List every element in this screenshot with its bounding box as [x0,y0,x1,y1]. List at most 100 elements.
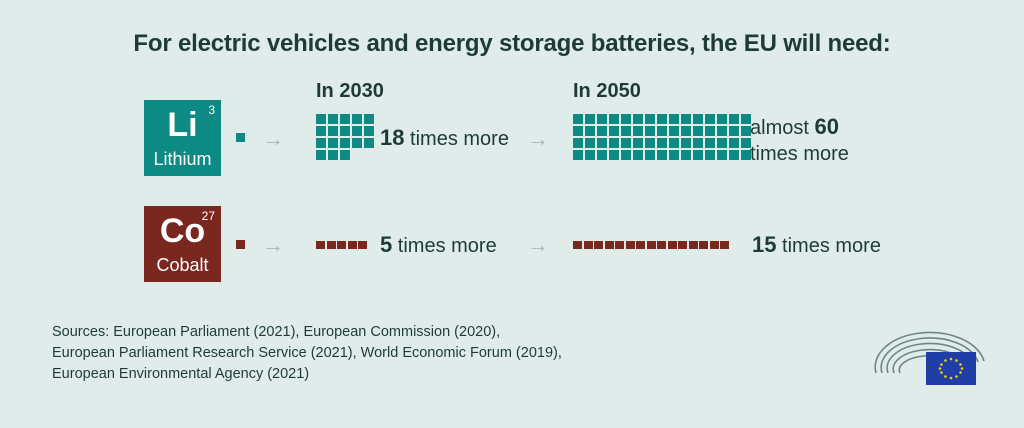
lithium-unit-square [729,126,739,136]
lithium-unit-square [693,114,703,124]
cobalt-unit-square [337,241,346,249]
lithium-unit-square [633,114,643,124]
lithium-2050-prefix: almost [750,117,815,139]
eu-stars-icon [938,357,964,380]
lithium-unit-square [681,138,691,148]
cobalt-unit-square [636,241,645,249]
cobalt-unit-square [709,241,719,249]
european-parliament-logo [874,331,985,385]
arrow-icon: → [527,126,549,151]
cobalt-unit-square [657,241,666,249]
lithium-unit-square [693,126,703,136]
lithium-unit-square [705,114,715,124]
lithium-unit-square [717,114,727,124]
lithium-unit-square [669,114,679,124]
lithium-2030-suffix: times more [404,128,509,150]
lithium-unit-square [621,138,631,148]
lithium-unit-square [693,138,703,148]
lithium-unit-square [657,150,667,160]
cobalt-unit-square [699,241,708,249]
lithium-unit-square [693,150,703,160]
lithium-unit-square [741,114,751,124]
lithium-unit-square [573,114,583,124]
lithium-unit-square [717,150,727,160]
lithium-unit-square [340,114,350,124]
lithium-element-tile: 3 Li Lithium [144,100,221,176]
lithium-unit-square [729,150,739,160]
lithium-unit-square [340,126,350,136]
cobalt-2050-label: 15 times more [752,232,881,258]
cobalt-unit-square [604,241,614,249]
cobalt-2050-suffix: times more [776,235,881,257]
lithium-unit-square [340,150,350,160]
lithium-name: Lithium [153,149,212,169]
lithium-2050-label: almost 60 times more [750,114,849,167]
lithium-unit-square [573,150,583,160]
cobalt-current-unit [236,240,245,249]
lithium-atomic-number: 3 [208,103,215,117]
sources-line: Sources: European Parliament (2021), Eur… [52,324,501,340]
cobalt-atomic-number: 27 [201,209,215,223]
lithium-current-unit [236,133,245,142]
cobalt-2030-label: 5 times more [380,232,497,258]
lithium-unit-square [705,138,715,148]
lithium-unit-square [316,138,326,148]
lithium-unit-square [741,138,751,148]
lithium-unit-square [657,114,667,124]
cobalt-2030-bar [316,241,376,249]
lithium-unit-square [316,150,326,160]
cobalt-unit-square [688,241,698,249]
lithium-unit-square [669,150,679,160]
page-title: For electric vehicles and energy storage… [133,30,891,57]
lithium-unit-square [597,114,607,124]
cobalt-element-tile: 27 Co Cobalt [144,206,221,282]
cobalt-unit-square [667,241,677,249]
cobalt-unit-square [326,241,336,249]
lithium-unit-square [621,114,631,124]
lithium-unit-square [340,138,350,148]
lithium-2030-label: 18 times more [380,125,509,151]
cobalt-unit-square [594,241,603,249]
lithium-unit-square [328,138,338,148]
lithium-unit-square [717,138,727,148]
cobalt-unit-square [625,241,635,249]
lithium-unit-square [316,126,326,136]
arrow-icon: → [262,126,284,151]
lithium-unit-square [645,114,655,124]
cobalt-2030-suffix: times more [392,235,497,257]
lithium-2030-grid [316,114,374,160]
lithium-unit-square [633,126,643,136]
lithium-unit-square [633,138,643,148]
year-2030-heading: In 2030 [316,80,384,102]
lithium-unit-square [741,150,751,160]
lithium-unit-square [573,126,583,136]
lithium-unit-square [328,114,338,124]
arrow-icon: → [527,232,549,257]
cobalt-name: Cobalt [156,255,209,275]
lithium-unit-square [681,126,691,136]
lithium-unit-square [657,126,667,136]
lithium-2050-grid [573,114,751,160]
lithium-2030-multiplier: 18 [380,125,405,150]
lithium-unit-square [645,150,655,160]
sources-line: European Environmental Agency (2021) [52,366,310,382]
cobalt-symbol: Co [159,212,206,250]
lithium-unit-square [633,150,643,160]
lithium-unit-square [364,126,374,136]
lithium-unit-square [585,150,595,160]
lithium-unit-square [316,114,326,124]
cobalt-2050-multiplier: 15 [752,232,777,257]
lithium-unit-square [621,126,631,136]
lithium-unit-square [352,138,362,148]
cobalt-unit-square [358,241,367,249]
lithium-2050-suffix: times more [750,143,849,165]
lithium-unit-square [597,150,607,160]
sources-line: European Parliament Research Service (20… [52,345,562,361]
lithium-unit-square [364,114,374,124]
lithium-unit-square [585,114,595,124]
lithium-unit-square [352,126,362,136]
cobalt-unit-square [573,241,582,249]
lithium-unit-square [645,126,655,136]
lithium-2050-multiplier: 60 [814,114,839,139]
cobalt-unit-square [316,241,325,249]
